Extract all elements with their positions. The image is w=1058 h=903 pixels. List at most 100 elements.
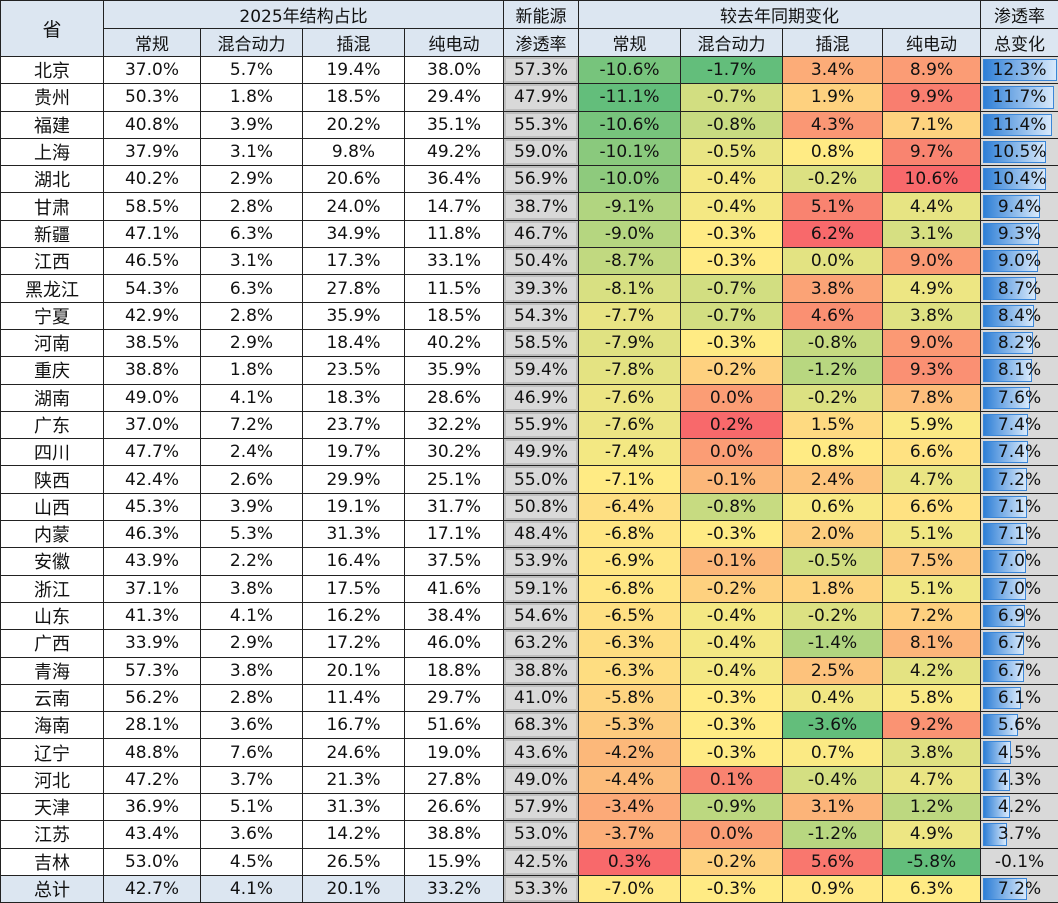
cell-value: -0.8% [707, 497, 756, 517]
cell-conventional: 47.1% [104, 220, 201, 247]
cell-phev: 24.6% [303, 739, 405, 766]
cell-hybrid: 7.6% [201, 739, 303, 766]
cell-phev: 11.4% [303, 684, 405, 711]
cell-phev: 20.1% [303, 875, 405, 902]
cell-hybrid: 5.1% [201, 794, 303, 821]
cell-value: -0.2% [808, 388, 857, 408]
cell-province: 吉林 [1, 848, 104, 875]
cell-province: 山东 [1, 602, 104, 629]
cell-value: 新疆 [34, 225, 70, 246]
cell-phev: 18.4% [303, 329, 405, 356]
cell-value: 42.5% [514, 852, 568, 872]
cell-phev: 21.3% [303, 766, 405, 793]
cell-value: 9.9% [910, 87, 953, 107]
cell-chg-bev: 7.2% [883, 602, 981, 629]
cell-value: 17.5% [326, 579, 380, 599]
cell-value: -10.1% [599, 142, 659, 162]
cell-value: 37.0% [125, 60, 179, 80]
cell-chg-bev: 5.1% [883, 575, 981, 602]
cell-value: 53.3% [514, 879, 568, 899]
cell-chg-phev: 0.7% [783, 739, 883, 766]
cell-chg-bev: 4.7% [883, 766, 981, 793]
cell-province: 广东 [1, 411, 104, 438]
cell-conventional: 37.1% [104, 575, 201, 602]
cell-nev-penetration: 53.3% [504, 875, 579, 902]
cell-chg-hybrid: -0.7% [681, 275, 783, 302]
cell-chg-bev: 9.7% [883, 138, 981, 165]
cell-conventional: 47.2% [104, 766, 201, 793]
cell-value: -3.6% [808, 715, 857, 735]
cell-hybrid: 4.1% [201, 602, 303, 629]
cell-value: 38.8% [514, 661, 568, 681]
cell-conventional: 54.3% [104, 275, 201, 302]
cell-hybrid: 3.1% [201, 248, 303, 275]
cell-penetration-change: 9.4% [981, 193, 1058, 220]
cell-value: 56.2% [125, 688, 179, 708]
cell-value: -7.4% [605, 442, 654, 462]
cell-value: 0.1% [710, 770, 753, 790]
cell-value: 6.7% [998, 633, 1041, 653]
cell-chg-hybrid: 0.0% [681, 821, 783, 848]
cell-value: 49.9% [514, 442, 568, 462]
cell-value: 57.3% [514, 60, 568, 80]
cell-value: 4.3% [811, 115, 854, 135]
cell-value: -0.7% [707, 279, 756, 299]
cell-penetration-change: 3.7% [981, 821, 1058, 848]
cell-value: 北京 [34, 61, 70, 82]
cell-nev-penetration: 57.3% [504, 57, 579, 84]
cell-value: 6.1% [998, 688, 1041, 708]
cell-chg-bev: 8.1% [883, 630, 981, 657]
cell-nev-penetration: 54.6% [504, 602, 579, 629]
cell-value: 40.2% [427, 333, 481, 353]
cell-bev: 38.8% [405, 821, 504, 848]
cell-value: 2.9% [230, 333, 273, 353]
cell-chg-hybrid: -0.2% [681, 357, 783, 384]
cell-nev-penetration: 38.7% [504, 193, 579, 220]
cell-value: 9.0% [910, 333, 953, 353]
cell-value: -11.1% [599, 87, 659, 107]
cell-hybrid: 2.8% [201, 302, 303, 329]
cell-province: 贵州 [1, 84, 104, 111]
cell-bev: 25.1% [405, 466, 504, 493]
cell-value: 5.7% [230, 60, 273, 80]
cell-value: 20.1% [326, 661, 380, 681]
cell-nev-penetration: 55.0% [504, 466, 579, 493]
cell-hybrid: 6.3% [201, 220, 303, 247]
cell-value: 7.2% [910, 606, 953, 626]
cell-value: 安徽 [34, 552, 70, 573]
cell-chg-phev: 2.0% [783, 521, 883, 548]
cell-conventional: 50.3% [104, 84, 201, 111]
cell-chg-bev: 9.9% [883, 84, 981, 111]
cell-value: -0.3% [707, 251, 756, 271]
cell-value: -3.4% [605, 797, 654, 817]
cell-nev-penetration: 55.9% [504, 411, 579, 438]
cell-chg-hybrid: -1.7% [681, 57, 783, 84]
cell-value: 49.0% [125, 388, 179, 408]
cell-conventional: 37.0% [104, 411, 201, 438]
cell-chg-phev: -3.6% [783, 712, 883, 739]
header-bev: 纯电动 [405, 29, 504, 57]
cell-value: 19.7% [326, 442, 380, 462]
cell-chg-hybrid: -0.4% [681, 630, 783, 657]
cell-value: 45.3% [125, 497, 179, 517]
cell-nev-penetration: 59.1% [504, 575, 579, 602]
cell-chg-conventional: -6.5% [579, 602, 681, 629]
cell-value: 2.8% [230, 688, 273, 708]
cell-value: 7.8% [910, 388, 953, 408]
cell-value: 6.3% [230, 224, 273, 244]
cell-penetration-change: 7.0% [981, 548, 1058, 575]
cell-chg-phev: -0.8% [783, 329, 883, 356]
cell-bev: 41.6% [405, 575, 504, 602]
cell-chg-phev: 0.4% [783, 684, 883, 711]
cell-province: 重庆 [1, 357, 104, 384]
cell-value: 上海 [34, 143, 70, 164]
cell-chg-phev: 3.1% [783, 794, 883, 821]
cell-value: 38.8% [125, 360, 179, 380]
cell-value: 5.1% [910, 524, 953, 544]
cell-phev: 14.2% [303, 821, 405, 848]
